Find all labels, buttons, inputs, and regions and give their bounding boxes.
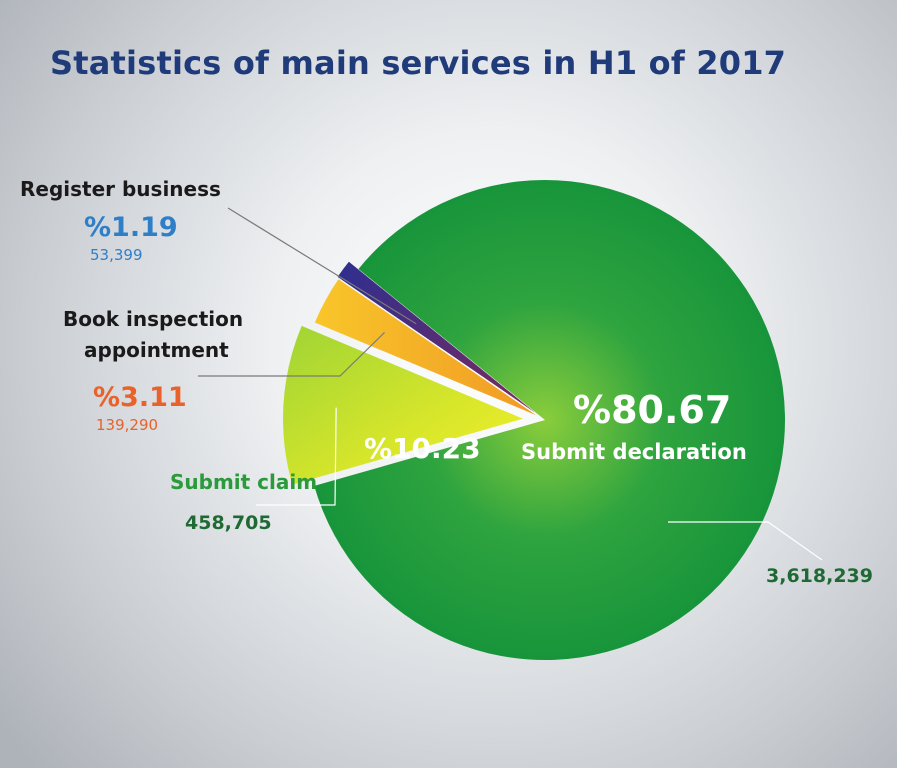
label-submit-declaration: Submit declaration — [521, 440, 747, 464]
percent-submit-claim: %10.23 — [364, 432, 481, 465]
label-submit-claim: Submit claim — [170, 470, 318, 494]
count-register-business: 53,399 — [90, 246, 143, 264]
label-book-inspection-line1: Book inspection — [63, 307, 244, 331]
percent-book-inspection: %3.11 — [93, 382, 187, 413]
chart-title: Statistics of main services in H1 of 201… — [50, 44, 787, 82]
percent-submit-declaration: %80.67 — [573, 388, 732, 432]
leader-submit-claim — [256, 407, 337, 506]
count-submit-declaration: 3,618,239 — [766, 565, 873, 587]
slice-register-business — [337, 261, 536, 413]
label-book-inspection-line2: appointment — [84, 338, 229, 362]
percent-register-business: %1.19 — [84, 212, 178, 243]
leader-submit-declaration — [668, 521, 823, 561]
slice-submit-declaration — [314, 180, 785, 661]
leader-register-business — [227, 207, 417, 325]
slice-book-inspection — [314, 279, 537, 416]
leader-book-inspection — [198, 332, 385, 377]
count-book-inspection: 139,290 — [96, 416, 159, 434]
slice-submit-claim — [283, 325, 524, 485]
label-register-business: Register business — [20, 177, 221, 201]
count-submit-claim: 458,705 — [185, 512, 272, 534]
